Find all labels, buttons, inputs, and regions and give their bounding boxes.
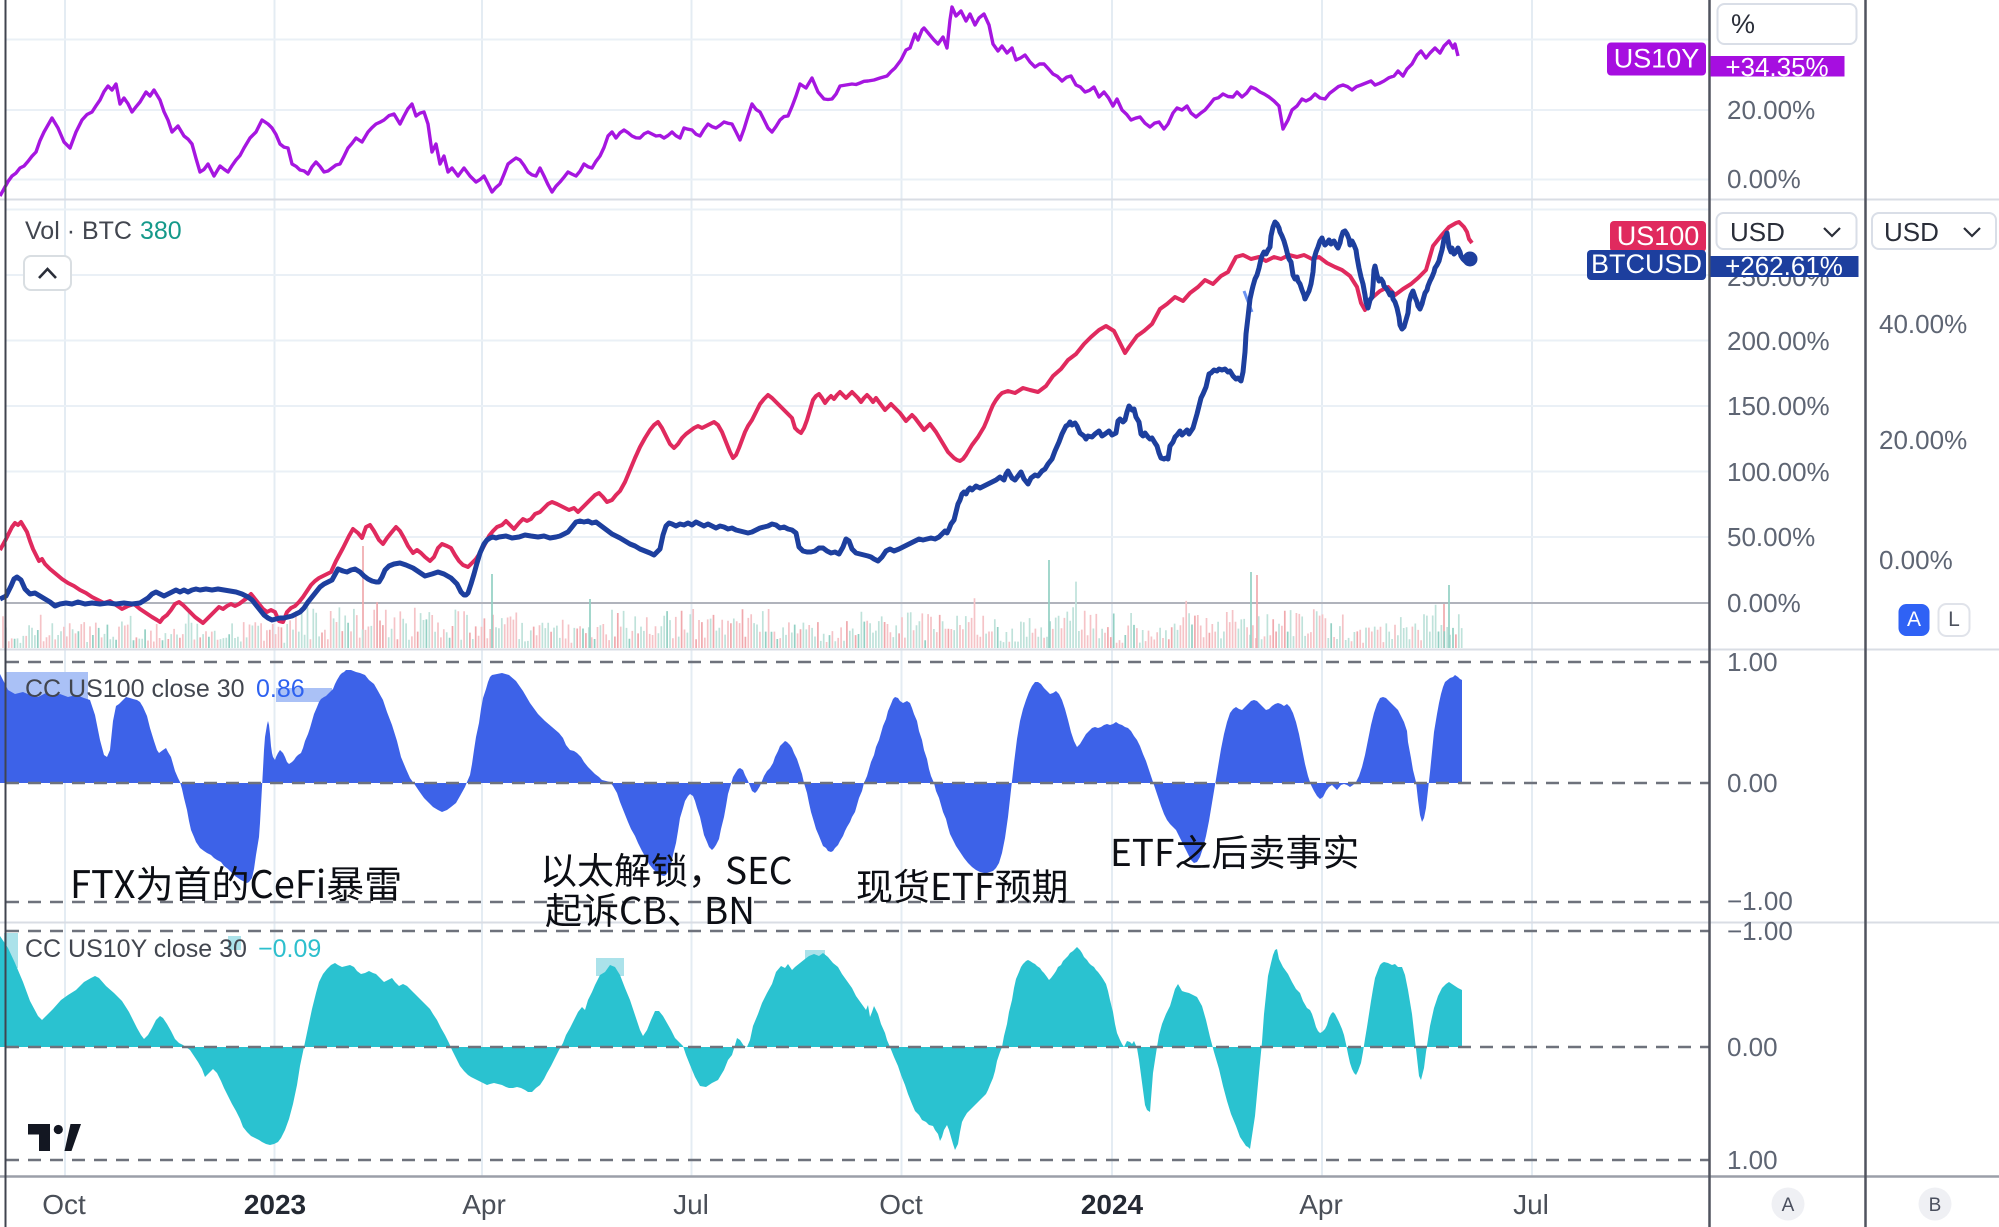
svg-text:−1.00: −1.00	[1727, 916, 1793, 946]
svg-text:0.00%: 0.00%	[1727, 164, 1801, 194]
svg-text:1.00: 1.00	[1727, 1145, 1778, 1175]
svg-text:0.00%: 0.00%	[1727, 588, 1801, 618]
svg-text:Oct: Oct	[42, 1189, 86, 1220]
svg-text:0.00: 0.00	[1727, 768, 1778, 798]
svg-text:380: 380	[140, 217, 182, 245]
svg-text:−1.00: −1.00	[1727, 886, 1793, 916]
svg-text:BTCUSD: BTCUSD	[1591, 249, 1702, 279]
svg-text:200.00%: 200.00%	[1727, 326, 1830, 356]
svg-text:1.00: 1.00	[1727, 647, 1778, 677]
svg-text:Apr: Apr	[462, 1189, 506, 1220]
svg-text:Jul: Jul	[673, 1189, 709, 1220]
svg-text:L: L	[1948, 608, 1960, 631]
svg-text:US100: US100	[1617, 221, 1700, 251]
svg-text:0.00: 0.00	[1727, 1032, 1778, 1062]
svg-text:A: A	[1907, 608, 1921, 631]
svg-text:CC US100 close 30: CC US100 close 30	[25, 675, 245, 703]
svg-text:−0.09: −0.09	[258, 935, 321, 963]
svg-text:Oct: Oct	[879, 1189, 923, 1220]
svg-text:20.00%: 20.00%	[1879, 425, 1967, 455]
svg-text:Jul: Jul	[1513, 1189, 1549, 1220]
svg-text:+34.35%: +34.35%	[1725, 52, 1828, 82]
svg-text:%: %	[1731, 9, 1755, 39]
svg-text:A: A	[1782, 1195, 1795, 1216]
svg-text:100.00%: 100.00%	[1727, 457, 1830, 487]
svg-text:2024: 2024	[1081, 1189, 1144, 1220]
svg-text:US10Y: US10Y	[1614, 44, 1700, 74]
svg-text:50.00%: 50.00%	[1727, 522, 1815, 552]
svg-text:Vol · BTC: Vol · BTC	[25, 217, 132, 245]
svg-text:0.00%: 0.00%	[1879, 545, 1953, 575]
svg-text:40.00%: 40.00%	[1879, 309, 1967, 339]
svg-text:2023: 2023	[244, 1189, 306, 1220]
svg-text:USD: USD	[1730, 217, 1785, 247]
svg-text:USD: USD	[1884, 217, 1939, 247]
svg-text:CC US10Y close 30: CC US10Y close 30	[25, 935, 247, 963]
svg-text:150.00%: 150.00%	[1727, 391, 1830, 421]
svg-text:B: B	[1929, 1195, 1942, 1216]
svg-text:0.86: 0.86	[256, 675, 305, 703]
svg-text:Apr: Apr	[1299, 1189, 1343, 1220]
svg-text:20.00%: 20.00%	[1727, 95, 1815, 125]
svg-text:+262.61%: +262.61%	[1725, 251, 1843, 281]
